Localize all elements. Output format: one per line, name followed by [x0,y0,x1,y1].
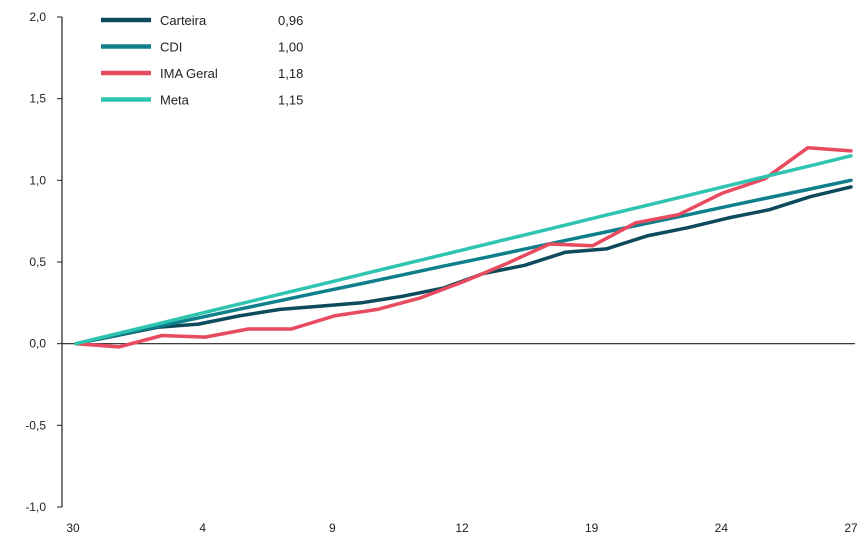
series-line-meta [74,154,853,346]
legend: Carteira 0,96 CDI 1,00 IMA Geral 1,18 Meta 1,15 [101,13,303,108]
legend-series-value: 1,18 [278,66,303,81]
y-tick-label: -0,5 [25,418,46,432]
y-tick-label: 2,0 [29,10,46,24]
y-tick-label: -1,0 [25,500,46,514]
x-tick-label: 12 [455,521,469,535]
legend-item-meta: Meta 1,15 [101,93,303,108]
series-line-cdi [74,178,853,346]
x-tick-label: 30 [66,521,80,535]
x-tick-label: 24 [715,521,729,535]
legend-item-ima-geral: IMA Geral 1,18 [101,66,303,81]
y-tick-label: 0,0 [29,337,46,351]
series-line-ima-geral [74,145,853,349]
legend-series-name: IMA Geral [160,66,218,81]
x-tick-label: 4 [199,521,206,535]
axes: 2,0 1,5 1,0 0,5 0,0 -0,5 -1,0 30 4 9 12 19 24 27 [25,10,857,535]
legend-series-value: 1,00 [278,40,303,55]
y-tick-label: 1,5 [29,92,46,106]
legend-item-carteira: Carteira 0,96 [101,13,303,28]
x-tick-label: 27 [844,521,857,535]
series-lines [74,145,853,349]
legend-item-cdi: CDI 1,00 [101,40,303,55]
legend-series-value: 0,96 [278,13,303,28]
y-tick-label: 1,0 [29,173,46,187]
legend-series-name: CDI [160,40,182,55]
legend-series-value: 1,15 [278,93,303,108]
x-tick-label: 9 [329,521,336,535]
legend-series-name: Carteira [160,13,207,28]
legend-series-name: Meta [160,93,190,108]
y-tick-label: 0,5 [29,255,46,269]
x-tick-label: 19 [585,521,599,535]
